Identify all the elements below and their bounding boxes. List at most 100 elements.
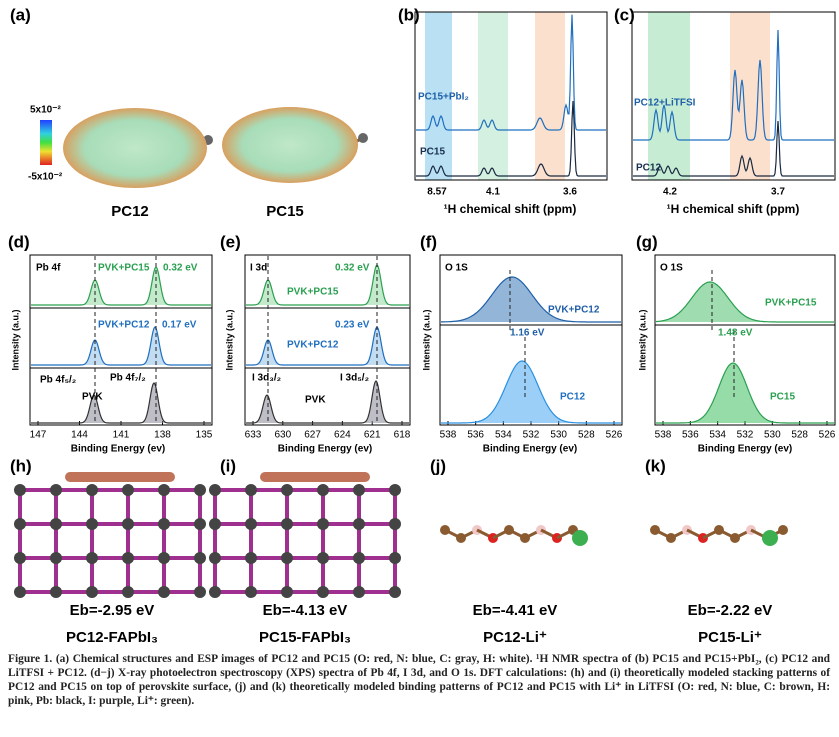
pb-atom (14, 484, 26, 496)
tick-label: 135 (196, 430, 213, 441)
pb-atom (50, 552, 62, 564)
pb-atom (194, 552, 206, 564)
peak-fill (31, 383, 211, 423)
panel-title: O 1S (660, 263, 683, 274)
shift-label: 0.23 eV (335, 320, 370, 331)
adsorbate (260, 472, 370, 482)
spectrum (31, 382, 211, 424)
trace-label: PVK+PC15 (287, 287, 339, 298)
spectrum (655, 281, 834, 323)
atom (358, 133, 368, 143)
tick-label: 532 (737, 430, 754, 441)
pb-atom (389, 552, 401, 564)
tick-label: 532 (523, 430, 540, 441)
pb-atom (122, 552, 134, 564)
axis-label: Binding Energy (ev) (698, 444, 792, 455)
spectrum (31, 266, 211, 306)
pb-atom (122, 586, 134, 598)
pb-atom (281, 586, 293, 598)
tick-label: 536 (682, 430, 699, 441)
pb-atom (317, 518, 329, 530)
spectrum (633, 120, 834, 177)
layout: 147 144 141 138 135 633 630 627 624 621 618 538 536 5… (14, 11, 836, 598)
spectrum (441, 276, 621, 323)
model-name: PC15-Li⁺ (698, 629, 762, 646)
peak-fill (441, 277, 621, 322)
shift-label: 1.16 eV (510, 328, 545, 339)
spectrum (246, 380, 409, 424)
peak-fill (656, 363, 834, 423)
pb-atom (209, 518, 221, 530)
pb-atom (209, 586, 221, 598)
trace-label: PVK+PC12 (287, 340, 339, 351)
pb-atom (14, 586, 26, 598)
tick-label: 528 (791, 430, 808, 441)
pb-atom (245, 586, 257, 598)
pb-atom (158, 586, 170, 598)
peak-label: Pb 4f₅/₂ (40, 375, 76, 386)
pb-atom (158, 484, 170, 496)
peak-label: I 3d₅/₂ (340, 373, 369, 384)
axis-label: ¹H chemical shift (ppm) (667, 202, 800, 216)
shift-label: 0.17 eV (162, 320, 197, 331)
tick-label: 138 (154, 430, 171, 441)
highlight (478, 12, 508, 180)
panel-label: (b) (398, 5, 420, 24)
pb-atom (86, 552, 98, 564)
highlight (535, 12, 565, 180)
panel-label: (k) (645, 456, 666, 475)
panel-title: O 1S (445, 263, 468, 274)
pb-atom (245, 518, 257, 530)
tick-label: 4.1 (486, 187, 500, 198)
spectrum (416, 14, 606, 131)
peak-label: I 3d₃/₂ (252, 373, 281, 384)
panel-label: (f) (420, 232, 437, 251)
pb-atom (353, 552, 365, 564)
tick-label: 630 (274, 430, 291, 441)
pb-atom (194, 518, 206, 530)
panel-label: (i) (220, 456, 236, 475)
panel-label: (c) (614, 5, 635, 24)
adsorbate (65, 472, 175, 482)
tick-label: 530 (764, 430, 781, 441)
shift-label: 0.32 eV (163, 263, 198, 274)
tick-label: 8.57 (427, 187, 447, 198)
highlight (425, 12, 452, 180)
scale-max: 5x10⁻² (30, 105, 62, 116)
spectrum (441, 360, 621, 424)
trace-label: PC12 (560, 392, 585, 403)
esp-cloud (63, 108, 207, 188)
model-name: PC12-FAPbI₃ (66, 629, 158, 646)
axis-label: Intensity (a.u.) (224, 309, 234, 370)
molecule-name: PC15 (266, 203, 304, 220)
panel-label: (d) (8, 232, 30, 251)
spectrum (31, 326, 211, 366)
pb-atom (209, 484, 221, 496)
pb-atom (50, 586, 62, 598)
trace-label: PC15 (420, 147, 445, 158)
tick-label: 534 (495, 430, 512, 441)
pb-atom (14, 552, 26, 564)
panel-label: (g) (636, 232, 658, 251)
spectrum (633, 29, 834, 141)
trace-label: PVK+PC15 (765, 298, 817, 309)
pb-atom (389, 484, 401, 496)
caption: Figure 1. (a) Chemical structures and ES… (8, 653, 830, 707)
trace-label: PC12 (636, 163, 661, 174)
trace-label: PVK (82, 392, 103, 403)
atom (778, 525, 788, 535)
peak-fill (656, 282, 834, 322)
tick-label: 526 (606, 430, 623, 441)
color-scale (40, 120, 52, 165)
pb-atom (122, 484, 134, 496)
pb-atom (317, 586, 329, 598)
tick-label: 141 (113, 430, 130, 441)
trace-label: PVK (305, 395, 326, 406)
axis-label: Binding Energy (ev) (278, 444, 372, 455)
pb-atom (245, 552, 257, 564)
axis-label: Binding Energy (ev) (483, 444, 577, 455)
li-ion (572, 530, 588, 546)
pb-atom (194, 484, 206, 496)
spectrum (416, 100, 606, 177)
pb-atom (194, 586, 206, 598)
